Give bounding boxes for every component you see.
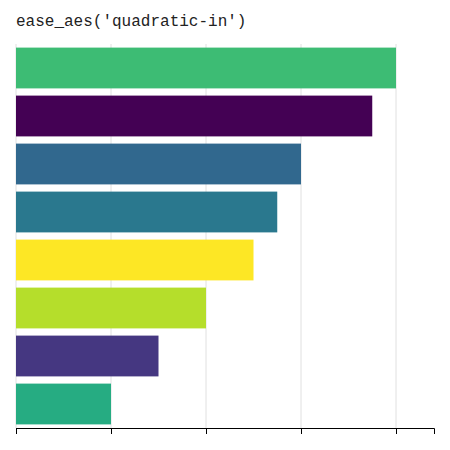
bar (16, 384, 111, 425)
chart: ease_aes('quadratic-in') (0, 0, 450, 450)
bar (16, 288, 206, 329)
x-tick-mark (396, 428, 397, 434)
bar (16, 192, 277, 233)
x-axis-line (17, 429, 435, 435)
x-tick (16, 428, 17, 434)
x-axis (17, 428, 435, 434)
x-tick (206, 428, 207, 434)
bar (16, 240, 254, 281)
bar (16, 48, 396, 89)
x-tick (301, 428, 302, 434)
plot-area (16, 44, 435, 434)
bar (16, 144, 301, 185)
x-tick (396, 428, 397, 434)
x-tick-mark (16, 428, 17, 434)
grid (16, 44, 396, 428)
x-tick (111, 428, 112, 434)
bar (16, 96, 372, 137)
x-tick-mark (111, 428, 112, 434)
bar (16, 336, 159, 377)
x-tick-mark (301, 428, 302, 434)
grid-line (396, 44, 397, 428)
title: ease_aes('quadratic-in') (16, 13, 246, 31)
x-tick-mark (206, 428, 207, 434)
bars (16, 48, 396, 425)
